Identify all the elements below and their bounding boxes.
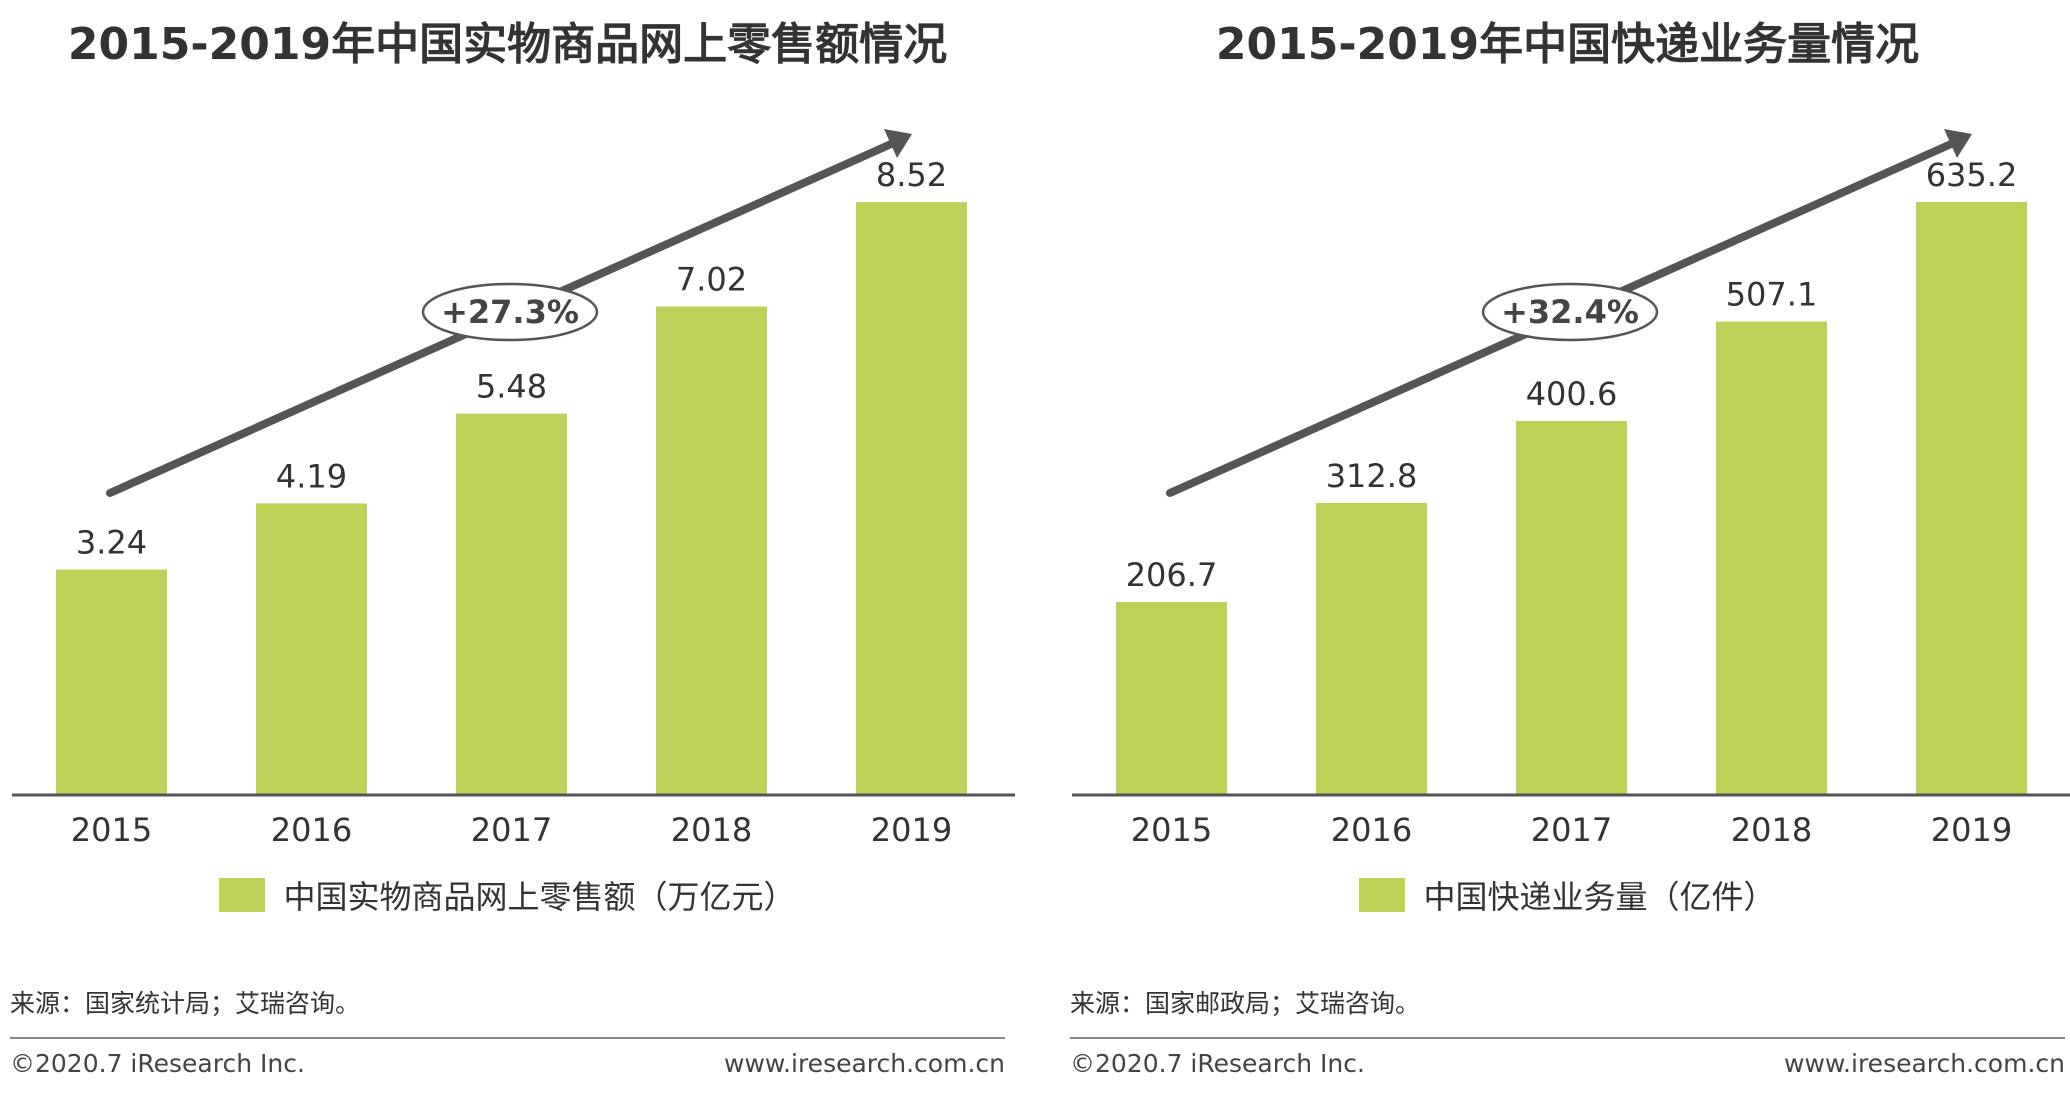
chart-title: 2015-2019年中国实物商品网上零售额情况 [67, 19, 948, 70]
bar-chart-retail: 3.24 2015 4.19 2016 5.48 2017 7.02 2018 8.52 2019… [12, 129, 1015, 849]
x-tick-label: 2018 [1731, 811, 1812, 849]
x-tick-label: 2017 [471, 811, 552, 849]
legend-swatch [219, 878, 266, 912]
footer-divider [10, 1037, 1005, 1039]
data-label: 5.48 [476, 368, 547, 406]
x-tick-label: 2016 [1331, 811, 1412, 849]
bar-chart-express: 206.7 2015 312.8 2016 400.6 2017 507.1 2018 635.… [1072, 129, 2070, 849]
footer-divider [1070, 1037, 2065, 1039]
data-label: 507.1 [1726, 276, 1818, 314]
bar-2015 [1116, 602, 1227, 795]
growth-rate-label: +27.3% [441, 293, 579, 331]
bar-2016 [1316, 502, 1427, 795]
data-label: 8.52 [876, 156, 947, 194]
data-label: 7.02 [676, 260, 747, 298]
bar-2019 [1916, 201, 2027, 795]
x-tick-label: 2015 [71, 811, 152, 849]
x-tick-label: 2019 [1931, 811, 2012, 849]
bar-2018 [1716, 321, 1827, 795]
source-note: 来源：国家统计局；艾瑞咨询。 [10, 989, 361, 1018]
x-tick-label: 2017 [1531, 811, 1612, 849]
website-link[interactable]: www.iresearch.com.cn [724, 1049, 1005, 1078]
x-tick-label: 2018 [671, 811, 752, 849]
data-label: 206.7 [1126, 556, 1218, 594]
legend-label: 中国实物商品网上零售额（万亿元） [283, 878, 796, 916]
bar-2016 [256, 503, 367, 795]
chart-panel-express: 2015-2019年中国快递业务量情况 206.7 2015 312.8 2016 40… [1060, 0, 2070, 1097]
chart-title: 2015-2019年中国快递业务量情况 [1215, 19, 1920, 70]
growth-ellipse [1481, 282, 1659, 342]
bar-2015 [56, 569, 167, 795]
legend-label: 中国快递业务量（亿件） [1423, 878, 1776, 916]
growth-ellipse [421, 282, 599, 342]
x-tick-label: 2015 [1131, 811, 1212, 849]
bar-2019 [856, 202, 967, 795]
source-note: 来源：国家邮政局；艾瑞咨询。 [1070, 989, 1421, 1018]
data-label: 635.2 [1926, 156, 2018, 194]
data-label: 3.24 [76, 524, 147, 562]
copyright-text: ©2020.7 iResearch Inc. [1070, 1049, 1365, 1078]
legend-swatch [1359, 878, 1406, 912]
trend-arrowhead [1944, 129, 1972, 158]
bar-2017 [456, 413, 567, 795]
data-label: 4.19 [276, 457, 347, 495]
trend-arrowhead [884, 129, 912, 158]
copyright-text: ©2020.7 iResearch Inc. [10, 1049, 305, 1078]
data-label: 312.8 [1326, 457, 1418, 495]
growth-rate-label: +32.4% [1501, 293, 1639, 331]
data-label: 400.6 [1526, 375, 1618, 413]
x-tick-label: 2016 [271, 811, 352, 849]
website-link[interactable]: www.iresearch.com.cn [1784, 1049, 2065, 1078]
bar-2018 [656, 306, 767, 795]
bar-2017 [1516, 420, 1627, 795]
chart-legend: 中国快递业务量（亿件） [1060, 872, 2070, 918]
chart-panel-retail: 2015-2019年中国实物商品网上零售额情况 3.24 2015 4.19 2016… [0, 19, 1015, 1078]
chart-legend: 中国实物商品网上零售额（万亿元） [0, 872, 1015, 918]
x-tick-label: 2019 [871, 811, 952, 849]
